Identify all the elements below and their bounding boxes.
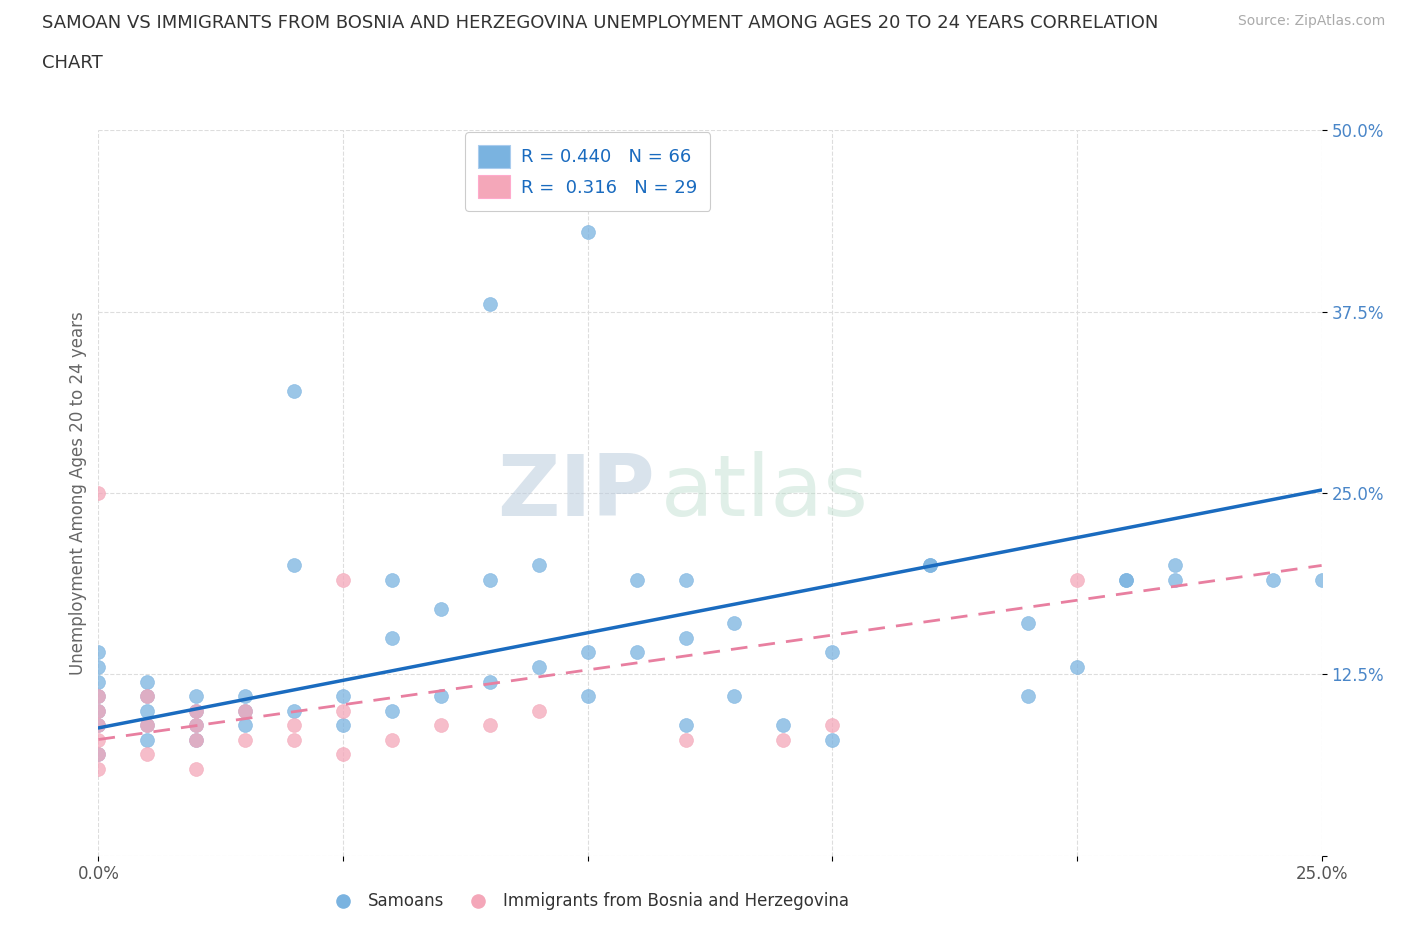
Point	[675, 631, 697, 645]
Point	[527, 558, 550, 573]
Point	[87, 674, 110, 689]
Point	[186, 732, 208, 747]
Point	[87, 747, 110, 762]
Point	[675, 732, 697, 747]
Point	[186, 732, 208, 747]
Point	[527, 703, 550, 718]
Point	[478, 297, 501, 312]
Point	[233, 718, 256, 733]
Point	[821, 732, 844, 747]
Point	[332, 688, 354, 703]
Y-axis label: Unemployment Among Ages 20 to 24 years: Unemployment Among Ages 20 to 24 years	[69, 311, 87, 675]
Point	[332, 747, 354, 762]
Point	[87, 718, 110, 733]
Point	[626, 573, 648, 588]
Point	[772, 718, 794, 733]
Point	[87, 645, 110, 660]
Point	[283, 558, 305, 573]
Point	[87, 761, 110, 776]
Text: ZIP: ZIP	[498, 451, 655, 535]
Point	[87, 703, 110, 718]
Point	[430, 688, 453, 703]
Point	[772, 732, 794, 747]
Point	[626, 645, 648, 660]
Point	[283, 384, 305, 399]
Point	[576, 645, 599, 660]
Point	[478, 573, 501, 588]
Point	[87, 485, 110, 500]
Point	[478, 674, 501, 689]
Point	[381, 703, 404, 718]
Point	[136, 674, 159, 689]
Point	[675, 573, 697, 588]
Text: CHART: CHART	[42, 54, 103, 72]
Point	[87, 703, 110, 718]
Point	[186, 688, 208, 703]
Point	[136, 747, 159, 762]
Point	[1164, 558, 1187, 573]
Point	[821, 718, 844, 733]
Point	[821, 645, 844, 660]
Text: atlas: atlas	[661, 451, 869, 535]
Point	[576, 688, 599, 703]
Point	[675, 718, 697, 733]
Point	[136, 703, 159, 718]
Point	[233, 732, 256, 747]
Point	[136, 718, 159, 733]
Point	[920, 558, 942, 573]
Point	[283, 703, 305, 718]
Point	[136, 718, 159, 733]
Point	[186, 703, 208, 718]
Point	[332, 573, 354, 588]
Point	[1310, 573, 1333, 588]
Point	[233, 703, 256, 718]
Point	[233, 688, 256, 703]
Point	[283, 732, 305, 747]
Point	[136, 688, 159, 703]
Point	[332, 703, 354, 718]
Point	[1164, 573, 1187, 588]
Point	[1115, 573, 1137, 588]
Point	[381, 631, 404, 645]
Point	[87, 659, 110, 674]
Point	[381, 573, 404, 588]
Point	[233, 703, 256, 718]
Point	[430, 718, 453, 733]
Point	[186, 718, 208, 733]
Point	[576, 224, 599, 239]
Point	[87, 718, 110, 733]
Point	[186, 718, 208, 733]
Point	[723, 688, 745, 703]
Point	[136, 732, 159, 747]
Point	[1017, 616, 1039, 631]
Point	[1261, 573, 1284, 588]
Point	[332, 718, 354, 733]
Point	[1066, 573, 1088, 588]
Point	[527, 659, 550, 674]
Point	[87, 732, 110, 747]
Text: SAMOAN VS IMMIGRANTS FROM BOSNIA AND HERZEGOVINA UNEMPLOYMENT AMONG AGES 20 TO 2: SAMOAN VS IMMIGRANTS FROM BOSNIA AND HER…	[42, 14, 1159, 32]
Point	[723, 616, 745, 631]
Point	[1066, 659, 1088, 674]
Point	[920, 558, 942, 573]
Legend: Samoans, Immigrants from Bosnia and Herzegovina: Samoans, Immigrants from Bosnia and Herz…	[319, 884, 856, 916]
Point	[87, 688, 110, 703]
Point	[283, 718, 305, 733]
Point	[478, 718, 501, 733]
Point	[87, 688, 110, 703]
Text: Source: ZipAtlas.com: Source: ZipAtlas.com	[1237, 14, 1385, 28]
Point	[186, 703, 208, 718]
Point	[1017, 688, 1039, 703]
Point	[381, 732, 404, 747]
Point	[1115, 573, 1137, 588]
Point	[87, 747, 110, 762]
Point	[186, 761, 208, 776]
Point	[430, 602, 453, 617]
Point	[136, 688, 159, 703]
